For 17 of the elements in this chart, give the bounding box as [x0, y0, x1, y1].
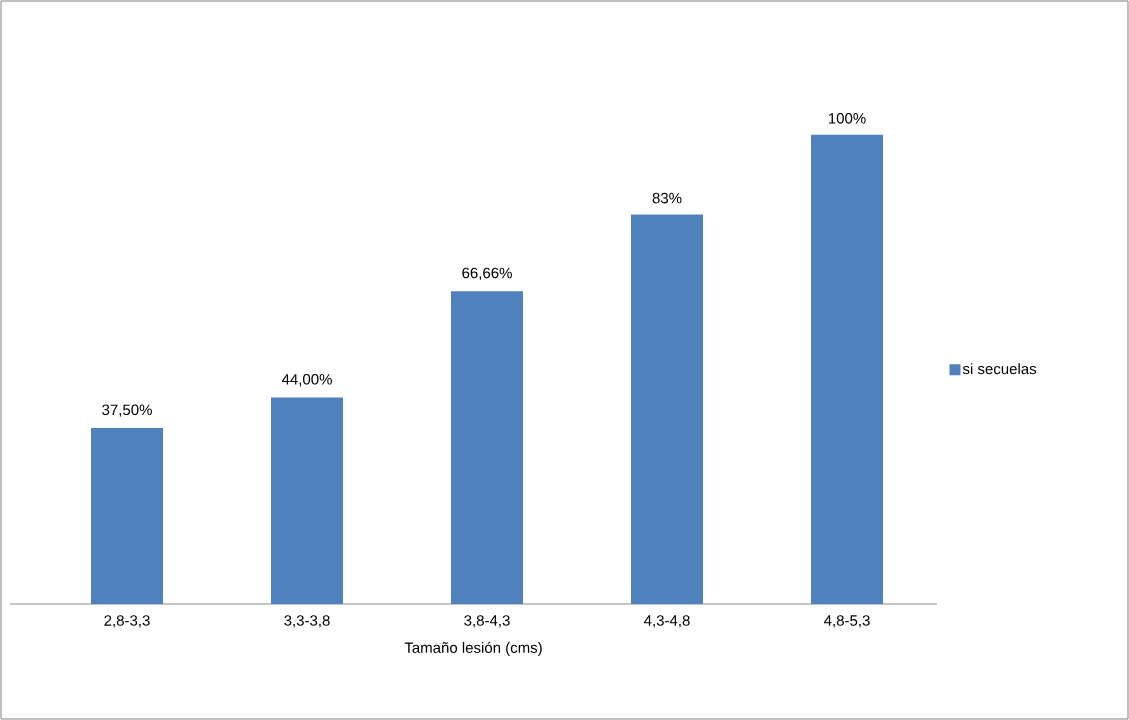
x-axis-title: Tamaño lesión (cms) — [404, 641, 542, 656]
data-label: 100% — [828, 113, 866, 124]
x-tick-label: 4,8-5,3 — [824, 615, 870, 628]
x-tick-label: 3,8-4,3 — [464, 615, 510, 628]
x-tick-label: 3,3-3,8 — [284, 615, 330, 628]
data-label: 83% — [652, 192, 682, 204]
x-tick-label: 4,3-4,8 — [644, 615, 690, 628]
data-label: 66,66% — [462, 267, 512, 281]
bar — [631, 214, 704, 604]
data-label: 44,00% — [281, 373, 332, 387]
bar — [811, 134, 884, 604]
bar — [451, 291, 524, 604]
bar — [91, 428, 164, 604]
data-label: 37,50% — [102, 404, 152, 417]
x-tick-label: 2,8-3,3 — [104, 615, 150, 628]
bar — [271, 397, 344, 604]
legend-label: si secuelas — [962, 363, 1037, 375]
